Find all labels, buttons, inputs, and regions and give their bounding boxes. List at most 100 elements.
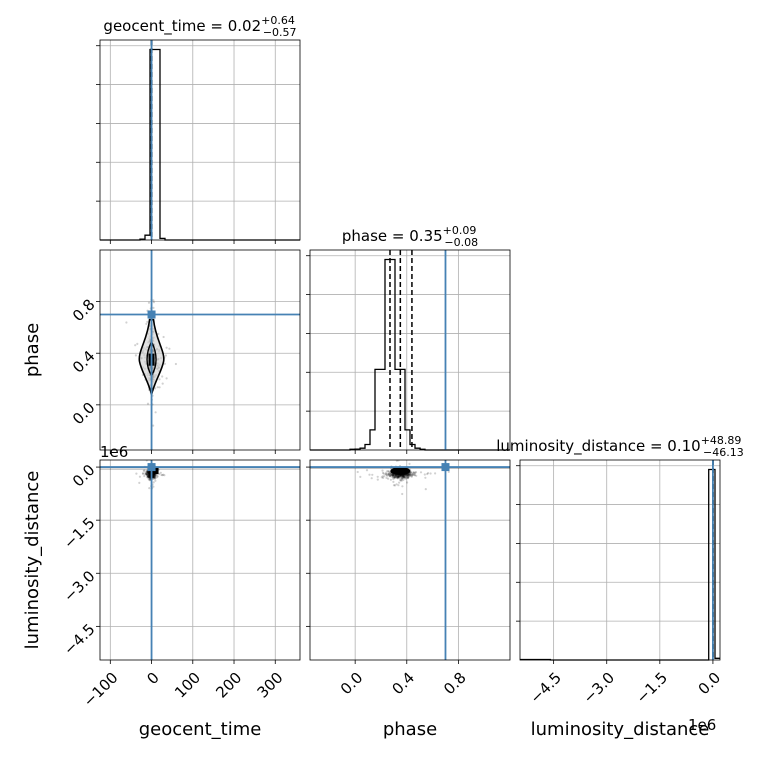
sample-point — [389, 474, 392, 477]
sample-point — [409, 473, 412, 477]
sample-point — [402, 478, 405, 481]
panel-phase-luminosity_distance-frame — [309, 459, 511, 661]
sample-point — [397, 475, 400, 478]
hist-panel-luminosity_distance — [516, 459, 721, 664]
title-lower: −0.57 — [263, 26, 297, 39]
sample-point — [397, 475, 400, 478]
x-tick-label: 100 — [171, 669, 204, 702]
sample-point — [153, 477, 157, 480]
sample-point — [396, 477, 399, 480]
sample-point — [163, 474, 166, 477]
sample-point — [146, 402, 150, 405]
histogram-geocent_time — [100, 48, 300, 241]
sample-point — [412, 471, 415, 474]
sample-point — [135, 472, 138, 475]
sample-point — [154, 474, 157, 477]
sample-point — [388, 472, 391, 475]
sample-point — [396, 475, 399, 478]
sample-point — [147, 475, 150, 479]
sample-point — [146, 471, 149, 474]
sample-point — [148, 476, 151, 479]
sample-point — [153, 476, 156, 479]
sample-point — [406, 474, 409, 477]
x-axis-label: geocent_time — [139, 719, 262, 740]
sample-point — [403, 475, 406, 479]
sample-point — [152, 476, 155, 479]
x-tick-label: −1.5 — [633, 669, 671, 707]
y-tick-label: −4.5 — [60, 620, 98, 658]
sample-point — [154, 474, 157, 477]
sample-point — [146, 470, 149, 473]
sample-point — [391, 474, 395, 477]
sample-point — [402, 474, 405, 477]
title-prefix: luminosity_distance = — [496, 437, 667, 456]
sample-point — [407, 474, 410, 477]
sample-point — [161, 474, 164, 477]
hist-phase-frame — [309, 249, 511, 451]
sample-point — [399, 474, 402, 477]
sample-point — [147, 473, 150, 476]
sample-point — [134, 344, 137, 347]
sample-point — [395, 476, 398, 479]
sample-point — [160, 473, 163, 477]
sample-point — [162, 335, 165, 339]
sample-point — [148, 475, 151, 478]
sample-point — [155, 476, 158, 479]
sample-point — [392, 474, 395, 477]
sample-point — [384, 473, 387, 476]
sample-point — [389, 471, 392, 474]
sample-point — [393, 476, 396, 479]
sample-point — [371, 473, 374, 476]
sample-point — [158, 378, 161, 381]
sample-point — [419, 471, 423, 474]
sample-point — [385, 473, 388, 476]
sample-point — [153, 475, 156, 478]
sample-point — [408, 475, 411, 478]
sample-point — [386, 472, 389, 475]
sample-point — [381, 475, 384, 478]
sample-point — [152, 474, 155, 477]
sample-point — [395, 476, 398, 479]
sample-point — [411, 473, 414, 476]
sample-point — [389, 478, 392, 481]
sample-point — [409, 471, 413, 474]
title-median: 0.35 — [409, 227, 442, 245]
sample-point — [387, 477, 390, 480]
sample-point — [393, 473, 396, 477]
sample-point — [152, 474, 155, 477]
sample-point — [395, 483, 398, 486]
sample-point — [147, 476, 151, 479]
offset-text: 1e6 — [688, 716, 716, 734]
sample-point — [152, 473, 155, 476]
sample-point — [147, 475, 150, 478]
sample-point — [407, 473, 410, 476]
sample-point — [152, 473, 155, 476]
sample-point — [152, 473, 155, 476]
sample-point — [397, 475, 400, 478]
sample-point — [387, 470, 390, 473]
sample-point — [394, 475, 398, 478]
sample-point — [398, 476, 401, 480]
sample-point — [159, 471, 162, 474]
sample-point — [156, 475, 159, 478]
sample-point — [389, 473, 393, 476]
sample-point — [147, 475, 150, 478]
sample-point — [399, 475, 402, 478]
sample-point — [434, 472, 437, 475]
sample-point — [138, 475, 141, 478]
sample-point — [393, 475, 396, 478]
sample-point — [404, 475, 407, 478]
sample-point — [394, 475, 397, 478]
sample-point — [145, 472, 148, 475]
sample-point — [152, 424, 155, 427]
sample-point — [174, 362, 177, 366]
sample-point — [385, 471, 388, 474]
sample-point — [146, 320, 149, 323]
sample-point — [148, 487, 151, 490]
x-axis-label: phase — [383, 719, 437, 740]
sample-point — [146, 474, 149, 477]
sample-point — [396, 476, 399, 479]
sample-point — [403, 474, 406, 477]
sample-point — [145, 472, 148, 475]
sample-point — [410, 474, 413, 477]
